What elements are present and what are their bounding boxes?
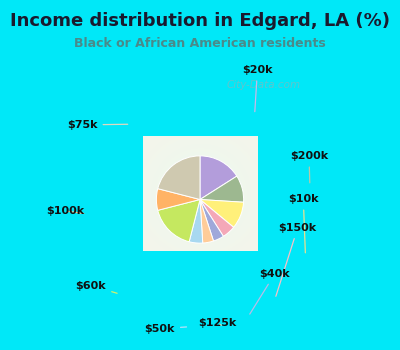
Text: $75k: $75k (67, 120, 128, 130)
Text: $40k: $40k (250, 269, 290, 314)
Text: $10k: $10k (288, 195, 318, 253)
Text: $100k: $100k (46, 206, 84, 216)
Wedge shape (200, 156, 237, 199)
Wedge shape (158, 199, 200, 242)
Wedge shape (200, 199, 214, 243)
Text: $60k: $60k (76, 281, 117, 293)
Wedge shape (156, 189, 200, 210)
Wedge shape (200, 176, 244, 202)
Text: $50k: $50k (145, 324, 186, 334)
Wedge shape (158, 156, 200, 199)
Wedge shape (189, 199, 203, 243)
Text: $125k: $125k (198, 318, 236, 328)
Text: $200k: $200k (290, 152, 328, 183)
Wedge shape (200, 199, 244, 227)
Text: Black or African American residents: Black or African American residents (74, 37, 326, 50)
Text: $20k: $20k (242, 65, 273, 112)
Wedge shape (200, 199, 234, 236)
Text: City-Data.com: City-Data.com (226, 80, 300, 90)
Wedge shape (200, 199, 223, 241)
Text: $150k: $150k (276, 223, 317, 296)
Text: Income distribution in Edgard, LA (%): Income distribution in Edgard, LA (%) (10, 12, 390, 29)
